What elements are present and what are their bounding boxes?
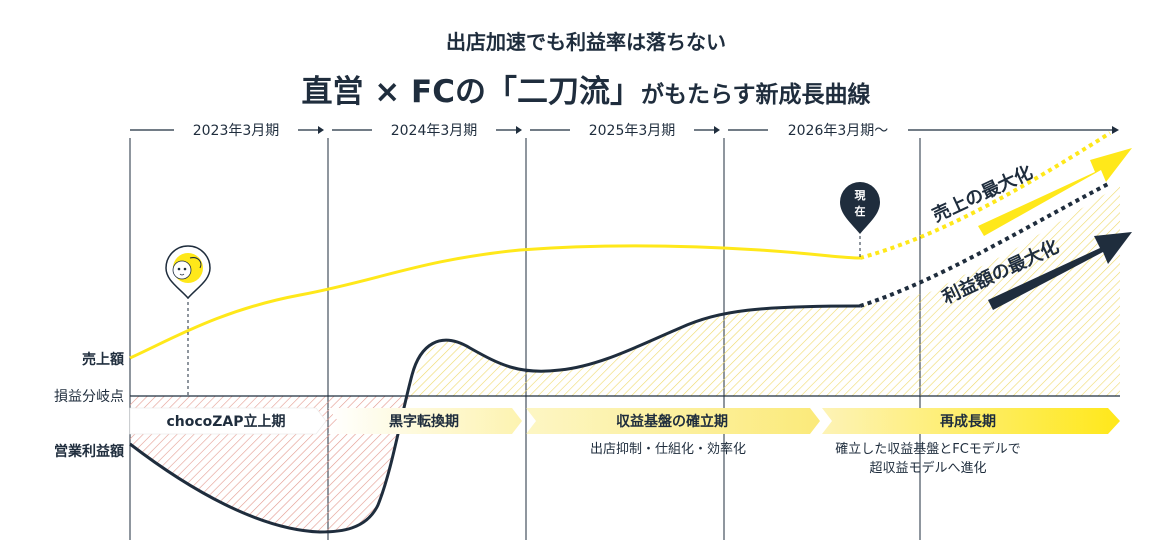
profit-max-arrow [988,232,1132,310]
sales-projection-dotted [859,131,1112,260]
sales-curve [129,244,861,360]
profit-projection-dotted [859,181,1111,308]
phase-label-regrowth: 再成長期 [940,413,996,430]
main-title: 直営 × FCの「二刀流」がもたらす新成長曲線 [0,66,1172,111]
phase-note-regrowth-2: 超収益モデルへ進化 [869,460,986,476]
phase-note-regrowth-1: 確立した収益基盤とFCモデルで [835,441,1021,457]
row-label-breakeven: 損益分岐点 [54,389,124,405]
row-label-operating-profit: 営業利益額 [54,443,124,460]
timeline-header: 2023年3月期 2024年3月期 2025年3月期 2026年3月期〜 [130,123,1119,139]
main-title-part1: 直営 × FCの「二刀流」 [301,74,641,110]
chocozap-mascot-icon [165,245,211,396]
phase-label-turnaround: 黒字転換期 [389,413,459,430]
period-label-2025: 2025年3月期 [589,123,676,139]
operating-profit-curve [129,304,861,534]
now-label-1: 現 [855,189,866,202]
period-label-2023: 2023年3月期 [193,123,280,139]
period-label-2024: 2024年3月期 [391,123,478,139]
phase-bar: chocoZAP立上期 黒字転換期 収益基盤の確立期 再成長期 [129,407,1120,435]
sales-max-arrow [978,148,1132,236]
period-label-2026: 2026年3月期〜 [788,123,889,139]
phase-label-launch: chocoZAP立上期 [166,413,285,430]
now-label-2: 在 [855,204,866,218]
phase-note-foundation: 出店抑制・仕組化・効率化 [590,441,746,457]
row-label-sales: 売上額 [82,351,124,368]
main-title-part2: がもたらす新成長曲線 [640,82,871,108]
now-marker: 現 在 [840,182,880,258]
sales-max-label: 売上の最大化 [929,161,1036,227]
subtitle: 出店加速でも利益率は落ちない [446,30,726,54]
profit-area-hatch [410,185,1120,396]
phase-label-foundation: 収益基盤の確立期 [616,413,728,430]
